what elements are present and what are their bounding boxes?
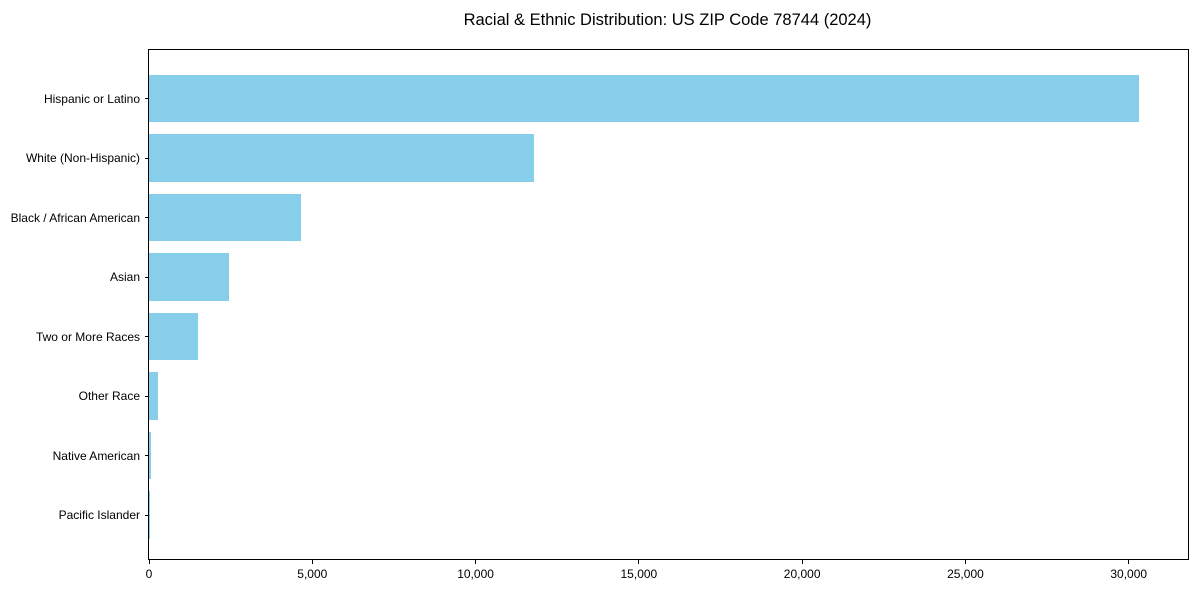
bar xyxy=(149,372,159,420)
bar xyxy=(149,253,229,301)
x-tick-label: 20,000 xyxy=(783,567,821,581)
y-tick-mark xyxy=(145,98,149,99)
y-tick-label: Native American xyxy=(52,448,140,463)
bar xyxy=(149,74,1139,123)
bar xyxy=(149,431,151,480)
y-tick-label: Black / African American xyxy=(10,210,140,225)
x-tick-label: 25,000 xyxy=(947,567,984,581)
y-tick-mark xyxy=(145,217,149,218)
x-tick-label: 30,000 xyxy=(1110,567,1148,581)
y-tick-label: Asian xyxy=(109,270,140,284)
y-tick-label: Other Race xyxy=(78,389,140,403)
chart-title: Racial & Ethnic Distribution: US ZIP Cod… xyxy=(463,11,872,29)
y-tick-label: White (Non-Hispanic) xyxy=(25,151,140,165)
x-tick-mark xyxy=(964,560,966,564)
y-tick-mark xyxy=(145,395,149,397)
x-tick-mark xyxy=(638,560,640,564)
x-tick-mark xyxy=(801,560,803,564)
bar xyxy=(149,193,301,242)
x-tick-label: 0 xyxy=(145,567,153,581)
y-tick-label: Pacific Islander xyxy=(58,508,140,522)
y-tick-mark xyxy=(145,514,149,516)
x-tick-mark xyxy=(475,560,477,564)
x-tick-label: 15,000 xyxy=(620,567,658,581)
x-tick-mark xyxy=(311,560,313,564)
y-tick-mark xyxy=(145,455,149,456)
bar xyxy=(149,312,198,361)
y-tick-mark xyxy=(145,336,149,337)
x-tick-label: 5,000 xyxy=(297,567,328,581)
bar xyxy=(149,134,535,182)
x-tick-mark xyxy=(148,560,150,564)
y-tick-label: Hispanic or Latino xyxy=(43,91,140,106)
x-tick-mark xyxy=(1128,560,1130,564)
y-tick-mark xyxy=(145,157,149,159)
x-tick-label: 10,000 xyxy=(457,567,494,581)
plot-area: Hispanic or Latino White (Non-Hispanic) Bl… xyxy=(11,49,1189,581)
y-tick-label: Two or More Races xyxy=(35,329,140,344)
y-tick-mark xyxy=(145,276,149,278)
